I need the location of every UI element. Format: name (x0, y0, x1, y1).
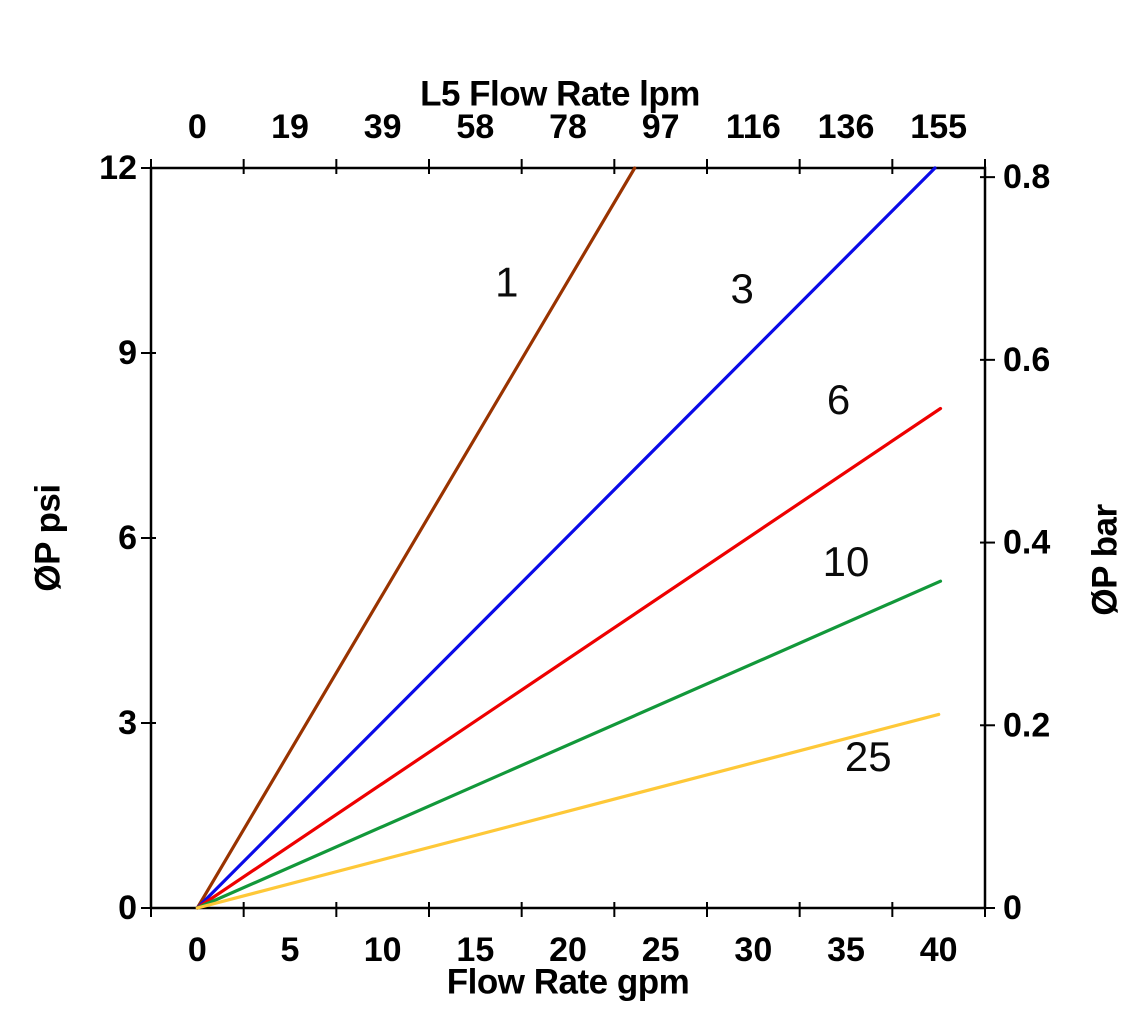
bottom-axis-tick-label: 25 (642, 931, 680, 969)
right-axis-tick-label: 0.2 (1003, 706, 1050, 744)
series-label-3: 3 (731, 265, 754, 312)
top-axis-tick-label: 155 (910, 108, 967, 146)
bottom-axis-tick-label: 35 (827, 931, 865, 969)
right-axis-tick-label: 0.8 (1003, 158, 1050, 196)
series-line-25 (195, 712, 941, 910)
series-line-6 (195, 406, 943, 910)
right-axis-title: ØP bar (1086, 504, 1125, 616)
left-axis-tick-label: 3 (118, 704, 137, 742)
left-axis-title: ØP psi (29, 484, 68, 591)
bottom-axis-tick-label: 30 (734, 931, 772, 969)
top-axis-title: L5 Flow Rate lpm (420, 75, 700, 114)
series-line-10 (195, 579, 943, 910)
bottom-axis-tick-label: 20 (549, 931, 587, 969)
top-axis-tick-label: 19 (271, 108, 309, 146)
left-axis-tick-label: 12 (99, 149, 137, 187)
right-axis-tick-label: 0.4 (1003, 524, 1050, 562)
series-lines (195, 166, 943, 910)
left-axis-tick-label: 6 (118, 519, 137, 557)
series-label-10: 10 (823, 538, 870, 585)
series-line-3 (195, 166, 937, 910)
series-label-1: 1 (495, 259, 518, 306)
right-axis-tick-label: 0 (1003, 889, 1022, 927)
top-axis-tick-label: 136 (818, 108, 875, 146)
bottom-axis-title: Flow Rate gpm (447, 963, 689, 1002)
top-axis-tick-label: 39 (364, 108, 402, 146)
bottom-axis-tick-label: 0 (188, 931, 207, 969)
series-label-25: 25 (845, 733, 892, 780)
series-labels: 1 3 6 10 25 (495, 259, 891, 780)
axis-ticks (141, 159, 995, 917)
series-label-6: 6 (827, 376, 850, 423)
top-axis-tick-label: 97 (642, 108, 680, 146)
top-axis-tick-label: 78 (549, 108, 587, 146)
bottom-axis-tick-label: 40 (920, 931, 958, 969)
right-axis-tick-label: 0.6 (1003, 341, 1050, 379)
top-axis-tick-label: 58 (456, 108, 494, 146)
series-line-1 (195, 166, 637, 910)
bottom-axis-tick-label: 5 (281, 931, 300, 969)
bottom-axis-tick-label: 15 (456, 931, 494, 969)
bottom-axis-tick-label: 10 (364, 931, 402, 969)
top-axis-tick-label: 0 (188, 108, 207, 146)
left-axis-tick-label: 9 (118, 334, 137, 372)
left-axis-tick-label: 0 (118, 889, 137, 927)
top-axis-tick-label: 116 (726, 108, 781, 146)
